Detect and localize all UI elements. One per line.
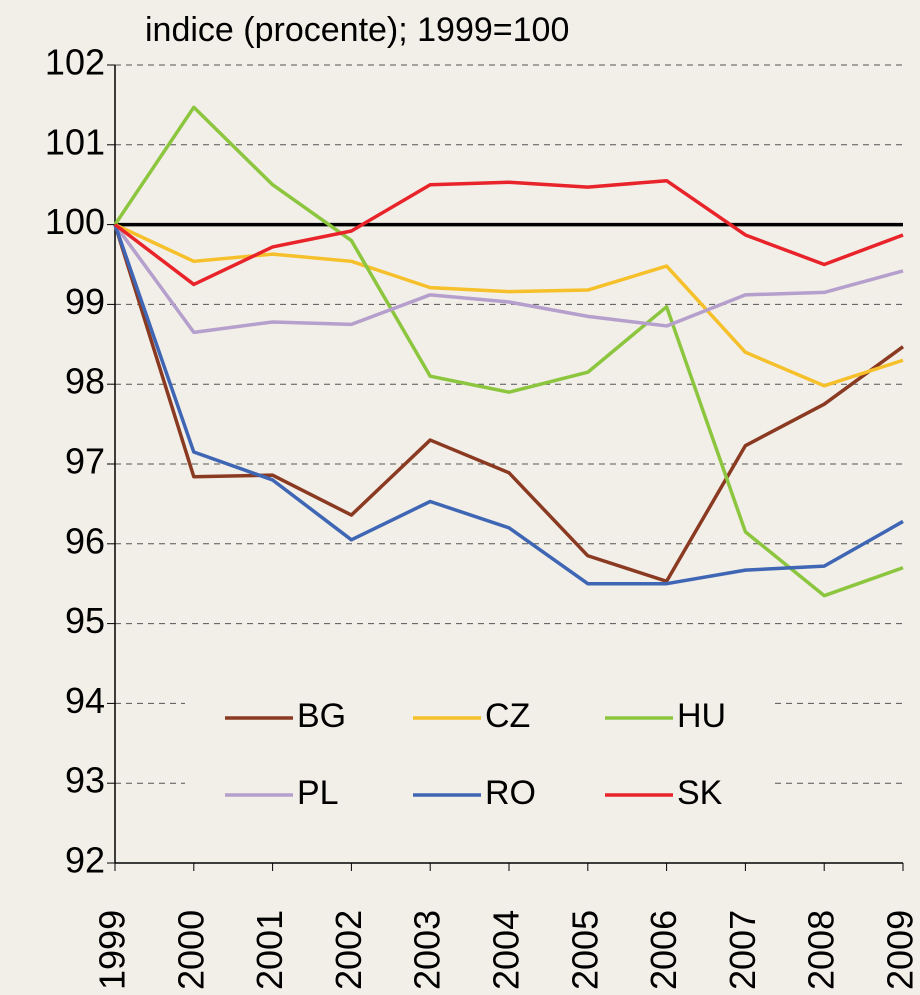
legend-label: PL	[297, 774, 339, 812]
y-tick-label: 95	[65, 600, 105, 641]
y-tick-label: 97	[65, 441, 105, 482]
legend-box	[185, 680, 770, 815]
series-line	[113, 224, 905, 584]
x-tick-label: 2007	[722, 910, 763, 990]
x-tick-label: 2003	[407, 910, 448, 990]
y-tick-label: 94	[65, 680, 105, 721]
series-line	[113, 105, 904, 598]
y-tick-label: 102	[45, 42, 105, 83]
x-tick-label: 2006	[643, 910, 684, 990]
y-tick-label: 92	[65, 840, 105, 881]
series-line	[113, 178, 904, 287]
chart-title: indice (procente); 1999=100	[145, 11, 569, 49]
legend-label: CZ	[485, 697, 530, 735]
y-tick-label: 101	[45, 121, 105, 162]
x-tick-label: 2001	[249, 910, 290, 990]
x-tick-label: 2005	[564, 910, 605, 990]
series-line	[114, 223, 904, 388]
x-tick-label: 1999	[92, 910, 133, 990]
legend-label: BG	[297, 697, 346, 735]
y-tick-label: 96	[65, 520, 105, 561]
series-line	[113, 224, 904, 586]
y-tick-label: 98	[65, 361, 105, 402]
legend-label: RO	[485, 774, 536, 812]
y-tick-label: 100	[45, 201, 105, 242]
x-tick-label: 2000	[170, 910, 211, 990]
x-tick-label: 2004	[486, 910, 527, 990]
legend-label: SK	[677, 774, 723, 812]
x-tick-label: 2008	[801, 910, 842, 990]
x-tick-label: 2009	[880, 910, 920, 990]
legend-label: HU	[677, 697, 726, 735]
y-tick-label: 93	[65, 760, 105, 801]
x-tick-label: 2002	[328, 910, 369, 990]
series-line	[113, 223, 904, 335]
y-tick-label: 99	[65, 281, 105, 322]
